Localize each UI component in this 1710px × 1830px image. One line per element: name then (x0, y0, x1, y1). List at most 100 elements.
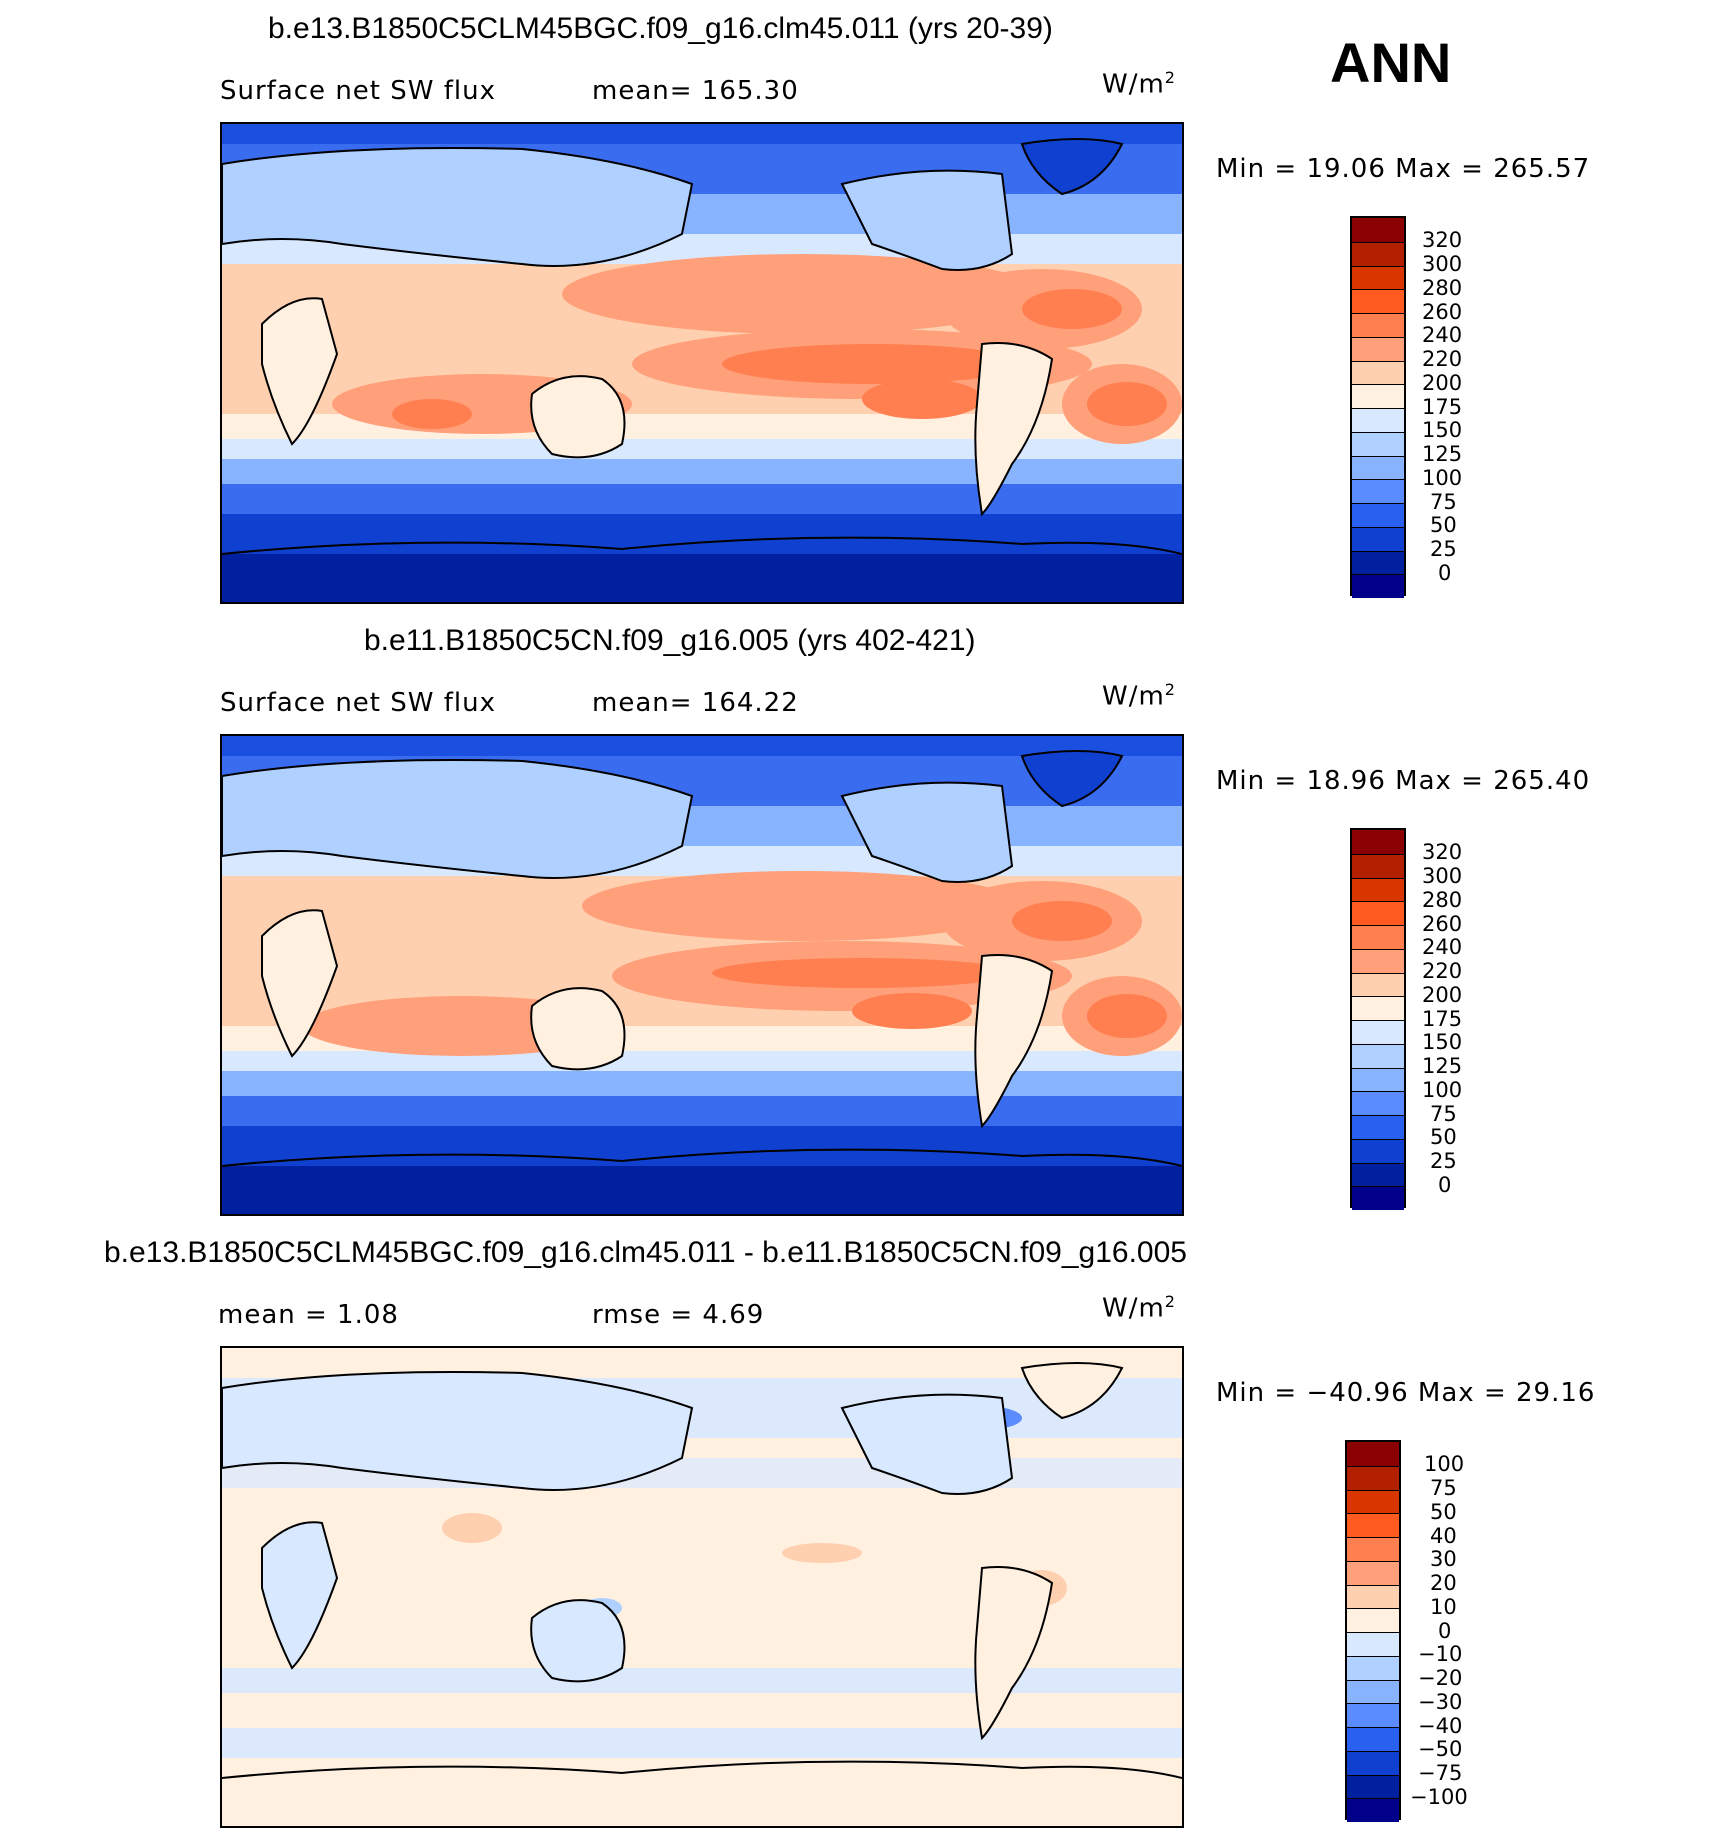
colorbar-tick: −100 (1410, 1785, 1468, 1809)
colorbar-tick: 100 (1422, 1078, 1463, 1102)
colorbar-tick: 280 (1422, 276, 1463, 300)
colorbar-cell (1347, 1655, 1399, 1680)
colorbar-tick: 240 (1422, 323, 1463, 347)
panel2-minmax: Min = 18.96 Max = 265.40 (1216, 766, 1591, 796)
colorbar-tick: 320 (1422, 228, 1463, 252)
colorbar-cell (1352, 384, 1404, 408)
colorbar-cell (1352, 265, 1404, 290)
colorbar-cell (1352, 1115, 1404, 1139)
colorbar-cell (1347, 1798, 1399, 1822)
colorbar-cell (1352, 526, 1404, 551)
colorbar-cell (1352, 877, 1404, 902)
colorbar-cell (1352, 241, 1404, 266)
colorbar-cell (1352, 218, 1404, 242)
colorbar-tick: 40 (1430, 1524, 1457, 1548)
colorbar-cell (1352, 901, 1404, 925)
panel2-map (220, 734, 1184, 1216)
colorbar-tick: −40 (1418, 1714, 1463, 1738)
panel3-map (220, 1346, 1184, 1828)
colorbar-tick: 125 (1422, 1054, 1463, 1078)
colorbar-cell (1352, 336, 1404, 361)
colorbar-cell (1347, 1560, 1399, 1585)
colorbar-cell (1347, 1442, 1399, 1466)
colorbar-tick: 25 (1430, 1149, 1457, 1173)
colorbar-cell (1352, 550, 1404, 575)
panel3-title: b.e13.B1850C5CLM45BGC.f09_g16.clm45.011 … (104, 1236, 1187, 1269)
colorbar-tick: 150 (1422, 1030, 1463, 1054)
colorbar-tick: 10 (1430, 1595, 1457, 1619)
colorbar-cell (1352, 1020, 1404, 1044)
colorbar-tick: 0 (1438, 561, 1452, 585)
colorbar-cell (1352, 1186, 1404, 1210)
colorbar-cell (1352, 948, 1404, 973)
panel1-map (220, 122, 1184, 604)
colorbar-tick: −10 (1418, 1642, 1463, 1666)
colorbar-cell (1352, 313, 1404, 337)
panel3-units: W/m2 (1102, 1292, 1176, 1324)
colorbar-tick: 200 (1422, 371, 1463, 395)
panel3-mean: mean = 1.08 (218, 1300, 399, 1330)
colorbar-cell (1352, 830, 1404, 854)
colorbar-cell (1352, 408, 1404, 432)
panel1-minmax: Min = 19.06 Max = 265.57 (1216, 154, 1591, 184)
colorbar-tick: 50 (1430, 513, 1457, 537)
colorbar-tick: 240 (1422, 935, 1463, 959)
colorbar-cell (1347, 1679, 1399, 1704)
colorbar-cell (1352, 289, 1404, 313)
panel1-units: W/m2 (1102, 68, 1176, 100)
colorbar-cell (1352, 503, 1404, 527)
colorbar-tick: −20 (1418, 1666, 1463, 1690)
colorbar-tick: 25 (1430, 537, 1457, 561)
colorbar-tick: 260 (1422, 912, 1463, 936)
colorbar-tick: 30 (1430, 1547, 1457, 1571)
colorbar-tick: 150 (1422, 418, 1463, 442)
colorbar-tick: 175 (1422, 1007, 1463, 1031)
colorbar-cell (1347, 1465, 1399, 1490)
colorbar-tick: 75 (1430, 490, 1457, 514)
colorbar-tick: −30 (1418, 1690, 1463, 1714)
colorbar-cell (1347, 1727, 1399, 1751)
panel3-rmse: rmse = 4.69 (592, 1300, 765, 1330)
colorbar-tick: 125 (1422, 442, 1463, 466)
colorbar-tick: 260 (1422, 300, 1463, 324)
colorbar-tick: 75 (1430, 1476, 1457, 1500)
panel2-colorbar (1350, 828, 1406, 1210)
colorbar-tick: 220 (1422, 959, 1463, 983)
panel1-mean: mean= 165.30 (592, 76, 799, 106)
panel2-title: b.e11.B1850C5CN.f09_g16.005 (yrs 402-421… (364, 624, 976, 657)
panel2-units: W/m2 (1102, 680, 1176, 712)
colorbar-tick: 100 (1424, 1452, 1465, 1476)
colorbar-cell (1352, 1091, 1404, 1115)
colorbar-cell (1347, 1537, 1399, 1561)
panel2-mean: mean= 164.22 (592, 688, 799, 718)
panel1-title: b.e13.B1850C5CLM45BGC.f09_g16.clm45.011 … (268, 12, 1053, 45)
colorbar-cell (1352, 1043, 1404, 1068)
colorbar-cell (1347, 1774, 1399, 1799)
panel1-colorbar (1350, 216, 1406, 598)
colorbar-cell (1347, 1513, 1399, 1537)
panel2-variable: Surface net SW flux (220, 688, 496, 718)
colorbar-tick: −50 (1418, 1737, 1463, 1761)
colorbar-tick: 75 (1430, 1102, 1457, 1126)
season-label: ANN (1330, 31, 1452, 94)
colorbar-cell (1347, 1584, 1399, 1609)
colorbar-cell (1352, 360, 1404, 385)
colorbar-cell (1352, 972, 1404, 997)
colorbar-cell (1352, 455, 1404, 480)
colorbar-cell (1347, 1703, 1399, 1727)
colorbar-tick: 100 (1422, 466, 1463, 490)
colorbar-cell (1352, 853, 1404, 878)
colorbar-tick: 200 (1422, 983, 1463, 1007)
colorbar-cell (1347, 1632, 1399, 1656)
panel3-colorbar (1345, 1440, 1401, 1822)
colorbar-tick: 300 (1422, 864, 1463, 888)
panel3-minmax: Min = −40.96 Max = 29.16 (1216, 1378, 1596, 1408)
colorbar-tick: 20 (1430, 1571, 1457, 1595)
colorbar-cell (1352, 431, 1404, 456)
colorbar-tick: 320 (1422, 840, 1463, 864)
colorbar-cell (1352, 1067, 1404, 1092)
colorbar-cell (1352, 1138, 1404, 1163)
colorbar-cell (1352, 996, 1404, 1020)
colorbar-cell (1352, 574, 1404, 598)
colorbar-tick: −75 (1418, 1761, 1463, 1785)
